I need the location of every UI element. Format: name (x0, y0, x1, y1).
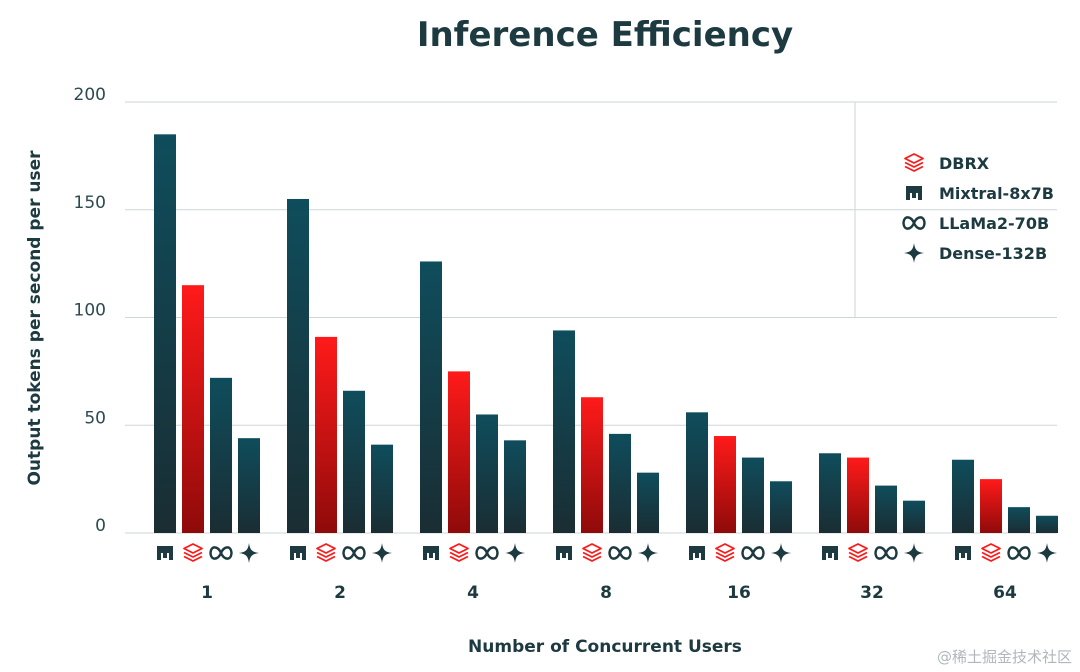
bar-dbrx: DBRX: 35 (847, 457, 869, 533)
dbrx-icon (981, 543, 1001, 562)
bar-dbrx: DBRX: 63 (581, 397, 603, 533)
bar-llama2-70b: LLaMa2-70B: 22 (875, 485, 897, 533)
sparkle-icon (771, 543, 791, 563)
bar-dense-132b: Dense-132B: 24 (770, 481, 792, 533)
bar-dense-132b: Dense-132B: 44 (238, 438, 260, 533)
dbrx-icon (715, 543, 735, 562)
mixtral-icon (689, 546, 705, 560)
bar-llama2-70b: LLaMa2-70B: 46 (609, 433, 631, 533)
bar-dense-132b: Dense-132B: 8 (1036, 515, 1058, 533)
legend: DBRX Mixtral-8x7B LLaMa2-70B Dense-132B (902, 153, 1054, 263)
dbrx-icon (183, 543, 203, 562)
y-tick-label: 150 (74, 193, 106, 213)
grid (125, 101, 1057, 534)
mixtral-icon (423, 546, 439, 560)
legend-label: Dense-132B (939, 244, 1047, 263)
bar-dense-132b: Dense-132B: 15 (903, 500, 925, 533)
x-tick-label: 16 (727, 583, 751, 603)
x-tick-label: 64 (993, 583, 1017, 603)
bar-mixtral-8x7b: Mixtral-8x7B: 34 (952, 459, 974, 533)
bar-llama2-70b: LLaMa2-70B: 35 (742, 457, 764, 533)
watermark: @稀土掘金技术社区 (937, 648, 1072, 666)
x-tick-label: 4 (467, 583, 479, 603)
meta-icon (902, 216, 926, 230)
legend-item: Mixtral-8x7B (906, 184, 1054, 203)
legend-item: LLaMa2-70B (902, 214, 1049, 233)
bar-dense-132b: Dense-132B: 41 (371, 444, 393, 533)
bar-icons (157, 543, 1057, 563)
legend-label: LLaMa2-70B (939, 214, 1049, 233)
legend-label: Mixtral-8x7B (939, 184, 1054, 203)
bar-dbrx: DBRX: 91 (315, 336, 337, 533)
y-axis-label: Output tokens per second per user (25, 150, 45, 486)
meta-icon (874, 546, 898, 560)
dbrx-icon (848, 543, 868, 562)
y-axis-ticks: 0 50 100 150 200 (74, 85, 106, 536)
dbrx-icon (316, 543, 336, 562)
bars: Mixtral-8x7B: 185 DBRX: 115 LLaMa2-70B: 72… (154, 134, 1058, 533)
meta-icon (1007, 546, 1031, 560)
dbrx-icon (449, 543, 469, 562)
bar-llama2-70b: LLaMa2-70B: 55 (476, 414, 498, 533)
bar-dbrx: DBRX: 25 (980, 479, 1002, 533)
bar-mixtral-8x7b: Mixtral-8x7B: 94 (553, 330, 575, 533)
sparkle-icon (505, 543, 525, 563)
y-tick-label: 100 (74, 301, 106, 321)
sparkle-icon (904, 243, 924, 263)
bar-mixtral-8x7b: Mixtral-8x7B: 185 (154, 134, 176, 533)
mixtral-icon (290, 546, 306, 560)
meta-icon (342, 546, 366, 560)
mixtral-icon (157, 546, 173, 560)
sparkle-icon (1037, 543, 1057, 563)
sparkle-icon (904, 543, 924, 563)
meta-icon (209, 546, 233, 560)
bar-dbrx: DBRX: 115 (182, 285, 204, 533)
meta-icon (741, 546, 765, 560)
bar-dbrx: DBRX: 75 (448, 371, 470, 533)
y-tick-label: 200 (74, 85, 106, 105)
x-tick-label: 2 (334, 583, 346, 603)
x-tick-label: 8 (600, 583, 612, 603)
chart-title: Inference Efficiency (417, 15, 793, 55)
y-tick-label: 0 (95, 516, 106, 536)
x-tick-label: 32 (860, 583, 884, 603)
mixtral-icon (822, 546, 838, 560)
bar-dense-132b: Dense-132B: 43 (504, 440, 526, 533)
sparkle-icon (372, 543, 392, 563)
legend-item: Dense-132B (904, 243, 1047, 263)
dbrx-icon (582, 543, 602, 562)
y-tick-label: 50 (84, 408, 106, 428)
legend-item: DBRX (904, 153, 990, 173)
bar-llama2-70b: LLaMa2-70B: 12 (1008, 507, 1030, 533)
mixtral-icon (906, 186, 922, 200)
meta-icon (608, 546, 632, 560)
meta-icon (475, 546, 499, 560)
sparkle-icon (239, 543, 259, 563)
bar-dense-132b: Dense-132B: 28 (637, 472, 659, 533)
bar-mixtral-8x7b: Mixtral-8x7B: 126 (420, 261, 442, 533)
x-axis-label: Number of Concurrent Users (468, 637, 742, 657)
bar-mixtral-8x7b: Mixtral-8x7B: 56 (686, 412, 708, 533)
bar-mixtral-8x7b: Mixtral-8x7B: 37 (819, 453, 841, 533)
x-tick-label: 1 (201, 583, 213, 603)
x-axis-categories: 1 2 4 8 16 32 64 (201, 583, 1017, 603)
mixtral-icon (955, 546, 971, 560)
bar-llama2-70b: LLaMa2-70B: 66 (343, 390, 365, 533)
dbrx-icon (904, 153, 924, 172)
bar-mixtral-8x7b: Mixtral-8x7B: 155 (287, 198, 309, 533)
bar-dbrx: DBRX: 45 (714, 436, 736, 533)
bar-llama2-70b: LLaMa2-70B: 72 (210, 377, 232, 533)
legend-label: DBRX (939, 154, 990, 173)
mixtral-icon (556, 546, 572, 560)
sparkle-icon (638, 543, 658, 563)
